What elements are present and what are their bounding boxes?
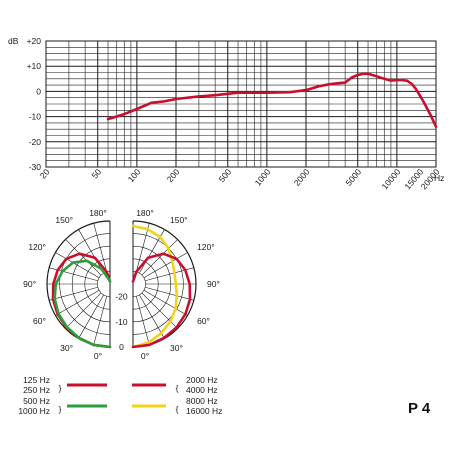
polar-angle-label: 30° [170, 343, 183, 353]
polar-curve [131, 252, 192, 349]
y-tick-label: -20 [29, 137, 42, 147]
legend-label: 250 Hz [23, 385, 50, 395]
polar-curve [53, 259, 112, 349]
legend-label: 4000 Hz [186, 385, 218, 395]
x-tick-label: 2000 [292, 167, 312, 188]
polar-spoke [55, 290, 100, 316]
y-tick-label: +20 [27, 36, 42, 46]
polar-curve [131, 224, 179, 349]
model-label: P 4 [408, 400, 431, 417]
frequency-response-curve [106, 72, 438, 128]
polar-spoke [93, 223, 108, 272]
polar-angle-label: 180° [89, 208, 107, 218]
polar-spoke [143, 290, 188, 316]
polar-angle-label: 0° [94, 351, 102, 361]
x-tick-label: 10000 [380, 167, 403, 192]
polar-spoke [78, 229, 104, 274]
polar-angle-label: 150° [55, 215, 73, 225]
polar-angle-label: 120° [197, 242, 215, 252]
polar-divider [116, 206, 127, 354]
polar-spoke [49, 286, 98, 301]
polar-angle-label: 0° [141, 351, 149, 361]
polar-pattern-chart: 180° 150° 120° 90° 60° 30° 0° 180° 150° 120° 90° 60… [23, 206, 220, 361]
polar-radial-label: -20 [115, 292, 128, 302]
y-tick-label: +10 [27, 61, 42, 71]
polar-angle-label: 90° [23, 279, 36, 289]
y-tick-label: -10 [29, 112, 42, 122]
polar-angle-label: 90° [207, 279, 220, 289]
polar-spoke [139, 294, 165, 339]
legend-brace: { [176, 404, 179, 414]
polar-angle-label: 60° [197, 316, 210, 326]
polar-radial-label: -10 [115, 317, 128, 327]
legend-brace: { [176, 383, 179, 393]
polar-spoke [145, 286, 194, 301]
x-tick-label: 100 [126, 167, 143, 185]
polar-spoke [135, 223, 150, 272]
polar-half-right: 180° 150° 120° 90° 60° 30° 0° [131, 208, 220, 361]
polar-spoke [141, 292, 178, 329]
legend-label: 500 Hz [23, 396, 50, 406]
polar-spoke [93, 296, 108, 345]
x-tick-label: 500 [216, 167, 233, 185]
polar-angle-label: 30° [60, 343, 73, 353]
polar-half-left: 180° 150° 120° 90° 60° 30° 0° [23, 208, 112, 361]
x-tick-label: 5000 [343, 167, 363, 188]
legend-label: 2000 Hz [186, 375, 218, 385]
polar-angle-label: 150° [170, 215, 188, 225]
polar-spoke [65, 292, 102, 329]
legend-brace: } [59, 404, 62, 414]
polar-spoke [141, 239, 178, 276]
legend-brace: } [59, 383, 62, 393]
legend-label: 16000 Hz [186, 406, 222, 416]
polar-spoke [135, 296, 150, 345]
legend-label: 125 Hz [23, 375, 50, 385]
polar-radial-label: 0 [119, 342, 124, 352]
y-axis-label: dB [8, 36, 19, 46]
polar-spoke [78, 294, 104, 339]
polar-angle-label: 60° [33, 316, 46, 326]
x-tick-label: 1000 [253, 167, 273, 188]
x-axis-unit: Hz [434, 173, 444, 183]
x-tick-label: 50 [90, 167, 104, 181]
polar-angle-label: 120° [28, 242, 46, 252]
legend-label: 1000 Hz [18, 406, 50, 416]
plot-frame [45, 40, 437, 168]
y-tick-label: -30 [29, 162, 42, 172]
x-tick-label: 200 [165, 167, 182, 185]
y-tick-label: 0 [36, 86, 41, 96]
polar-spoke [143, 252, 188, 278]
legend-label: 8000 Hz [186, 396, 218, 406]
polar-angle-label: 180° [136, 208, 154, 218]
polar-spoke [65, 239, 102, 276]
polar-spoke [55, 252, 100, 278]
